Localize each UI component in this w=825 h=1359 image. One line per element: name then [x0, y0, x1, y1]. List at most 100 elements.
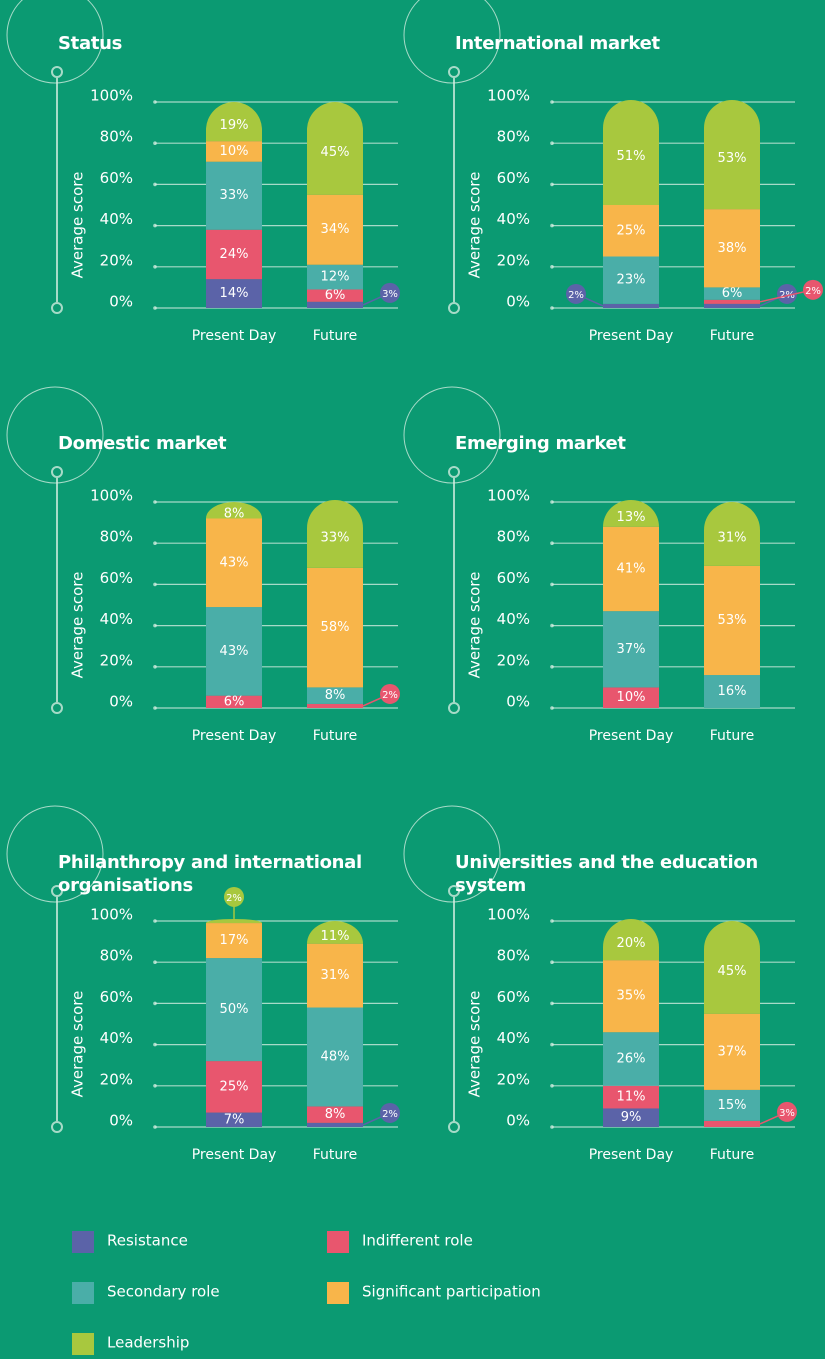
value-label: 8% [325, 1107, 346, 1122]
value-label: 7% [224, 1112, 245, 1127]
value-label: 34% [321, 222, 350, 237]
y-tick-label: 100% [90, 87, 133, 105]
bar-segment [307, 1007, 363, 1107]
bar-segment [307, 943, 363, 1008]
y-tick-label: 80% [497, 128, 530, 146]
legend-label: Secondary role [107, 1283, 220, 1301]
y-axis-label: Average score [69, 991, 87, 1098]
y-tick-label: 80% [100, 528, 133, 546]
bar-segment [206, 695, 262, 708]
decor-dot [51, 466, 63, 478]
grid-dot [153, 623, 157, 628]
grid-dot [550, 1084, 554, 1088]
legend-label: Indifferent role [362, 1232, 473, 1250]
value-label: 11% [617, 1090, 646, 1105]
decor-dot [448, 702, 460, 714]
bar-segment [603, 1108, 659, 1127]
y-tick-label: 40% [497, 610, 530, 628]
value-label: 2% [382, 690, 398, 701]
value-callout [380, 282, 400, 303]
bar-segment [603, 611, 659, 688]
bar-segment [307, 264, 363, 290]
y-axis-label: Average score [69, 572, 87, 679]
bar-segment [307, 1122, 363, 1127]
bar-segment [603, 1085, 659, 1109]
y-tick-label: 0% [109, 293, 133, 311]
bar-segment [307, 289, 363, 302]
value-label: 25% [617, 223, 646, 238]
y-axis-label: Average score [466, 172, 484, 279]
x-tick-label: Present Day [589, 1147, 674, 1163]
grid-dot [153, 265, 157, 269]
y-tick-label: 80% [100, 947, 133, 965]
bar-segment [704, 1013, 760, 1090]
decor-dot [448, 885, 460, 897]
value-label: 43% [220, 555, 249, 570]
y-tick-label: 0% [506, 1112, 530, 1130]
value-label: 24% [220, 247, 249, 262]
grid-dot [550, 1001, 554, 1006]
bar-segment [206, 102, 262, 142]
y-tick-label: 40% [100, 1029, 133, 1047]
legend-swatch [72, 1333, 94, 1355]
grid-dot [153, 1084, 157, 1088]
grid-dot [550, 1042, 554, 1047]
bar-segment [307, 687, 363, 704]
y-tick-label: 40% [497, 210, 530, 228]
bar-segment [603, 99, 659, 205]
value-label: 41% [617, 561, 646, 576]
grid-dot [550, 141, 554, 145]
bar-segment [704, 1089, 760, 1121]
legend-swatch [72, 1231, 94, 1253]
bar-segment [206, 923, 262, 959]
value-label: 53% [718, 151, 747, 166]
value-callout [777, 1101, 797, 1122]
value-label: 51% [617, 149, 646, 164]
decor-circle [6, 0, 104, 84]
value-label: 6% [224, 694, 245, 709]
value-label: 13% [617, 510, 646, 525]
x-tick-label: Present Day [192, 1147, 277, 1163]
y-tick-label: 40% [100, 210, 133, 228]
value-label: 33% [220, 188, 249, 203]
value-label: 25% [220, 1079, 249, 1094]
grid-dot [153, 1001, 157, 1006]
bar-segment [704, 675, 760, 708]
y-tick-label: 60% [497, 569, 530, 587]
decor-circle [403, 386, 501, 484]
bar-segment [704, 921, 760, 1014]
bar-segment [603, 1032, 659, 1086]
value-label: 35% [617, 989, 646, 1004]
y-tick-label: 20% [497, 651, 530, 669]
value-label: 10% [220, 144, 249, 159]
grid-dot [153, 582, 157, 587]
y-tick-label: 60% [100, 169, 133, 187]
value-label: 26% [617, 1052, 646, 1067]
chart-title: International market [455, 33, 660, 54]
bar-segment [603, 303, 659, 308]
value-label: 31% [321, 968, 350, 983]
bar-segment [704, 287, 760, 300]
legend-label: Leadership [107, 1334, 189, 1352]
y-tick-label: 100% [90, 487, 133, 505]
bar-segment [307, 194, 363, 265]
grid-dot [153, 500, 157, 504]
grid-dot [153, 306, 157, 310]
y-tick-label: 20% [497, 251, 530, 269]
decor-dot [448, 466, 460, 478]
decor-dot [51, 302, 63, 314]
chart-title: Emerging market [455, 433, 626, 454]
grid-dot [550, 623, 554, 628]
y-tick-label: 20% [497, 1070, 530, 1088]
value-label: 20% [617, 936, 646, 951]
grid-dot [153, 100, 157, 104]
value-label: 3% [382, 289, 398, 300]
bar-segment [603, 499, 659, 527]
legend-swatch [327, 1282, 349, 1304]
value-callout [380, 683, 400, 704]
value-label: 8% [224, 507, 245, 522]
bar-segment [307, 703, 363, 708]
y-tick-label: 40% [497, 1029, 530, 1047]
value-label: 2% [805, 286, 821, 297]
